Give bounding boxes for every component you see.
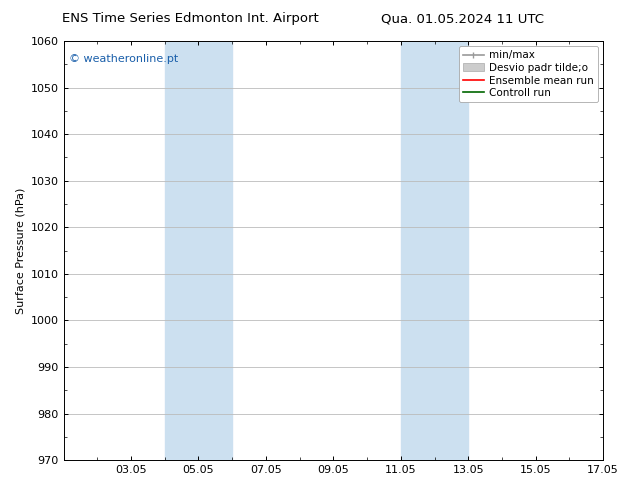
Text: © weatheronline.pt: © weatheronline.pt [69, 53, 178, 64]
Y-axis label: Surface Pressure (hPa): Surface Pressure (hPa) [15, 187, 25, 314]
Text: Qua. 01.05.2024 11 UTC: Qua. 01.05.2024 11 UTC [381, 12, 545, 25]
Bar [401, 41, 469, 460]
Legend: min/max, Desvio padr tilde;o, Ensemble mean run, Controll run: min/max, Desvio padr tilde;o, Ensemble m… [459, 46, 598, 102]
Text: ENS Time Series Edmonton Int. Airport: ENS Time Series Edmonton Int. Airport [62, 12, 318, 25]
Bar [165, 41, 232, 460]
